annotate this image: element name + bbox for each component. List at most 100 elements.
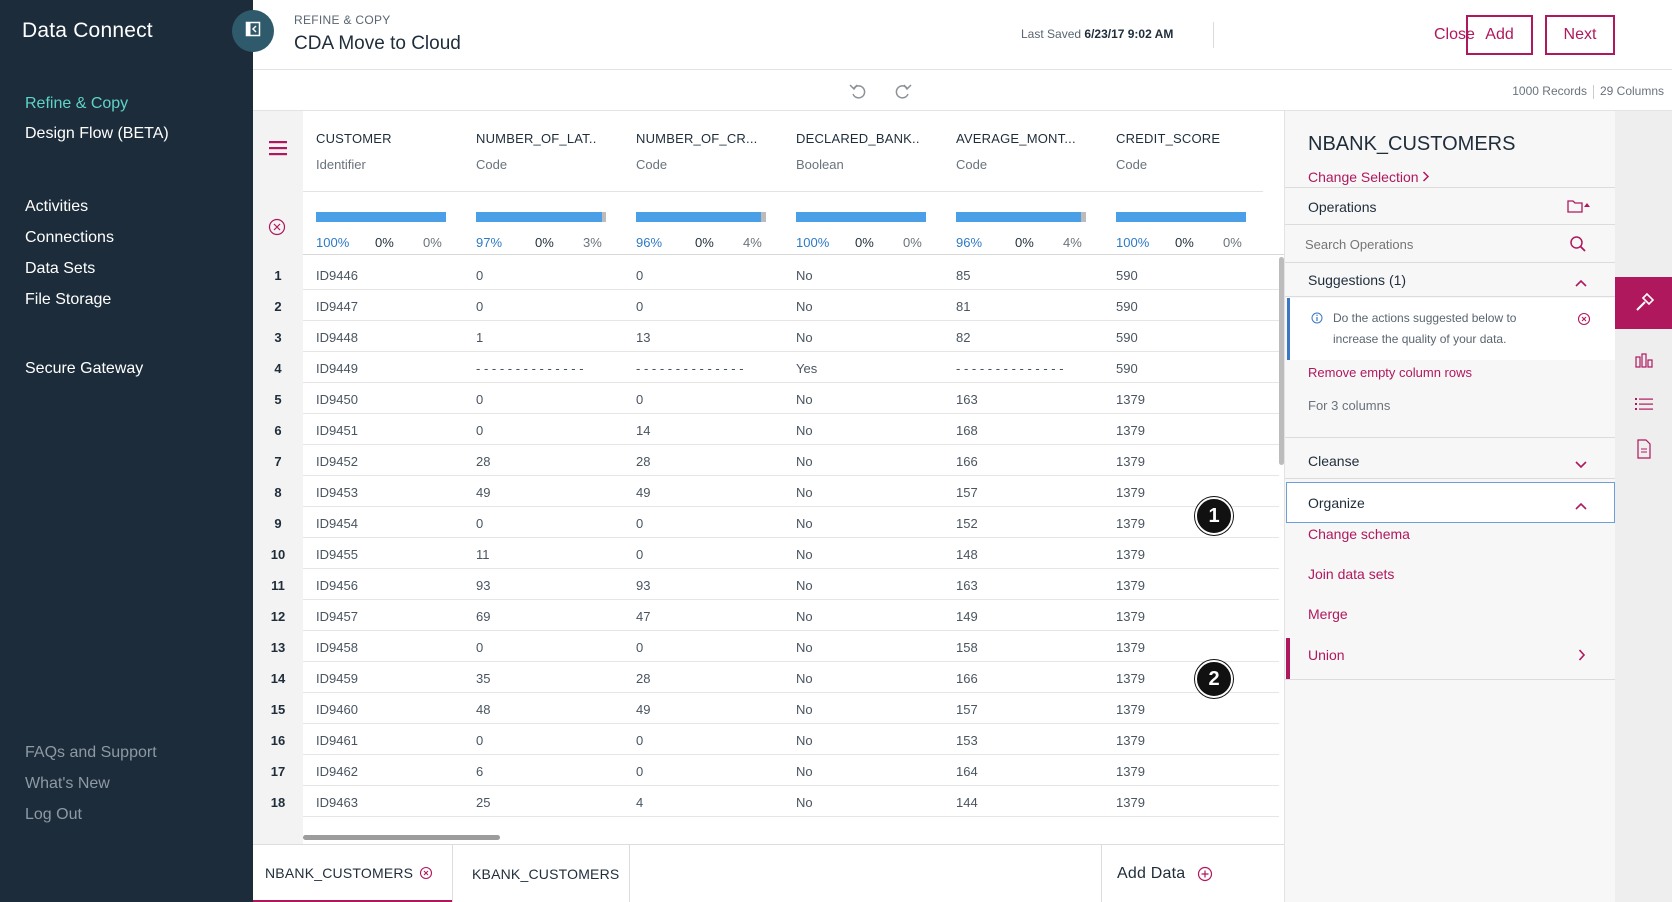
table-cell[interactable]: 0 — [636, 764, 644, 779]
tab-kbank-customers[interactable]: KBANK_CUSTOMERS — [452, 845, 629, 902]
table-cell[interactable]: - - - - - - - - - - - - - - — [476, 361, 584, 376]
table-cell[interactable]: 93 — [476, 578, 491, 593]
table-cell[interactable]: 0 — [636, 547, 644, 562]
column-header[interactable]: CUSTOMER Identifier — [303, 111, 463, 192]
merge-link[interactable]: Merge — [1308, 606, 1348, 622]
redo-icon[interactable] — [892, 80, 914, 102]
table-cell[interactable]: Yes — [796, 361, 818, 376]
next-button[interactable]: Next — [1545, 15, 1615, 55]
table-cell[interactable]: 0 — [636, 733, 644, 748]
table-cell[interactable]: ID9459 — [316, 671, 358, 686]
chevron-right-icon[interactable] — [1578, 648, 1586, 666]
table-cell[interactable]: - - - - - - - - - - - - - - — [956, 361, 1064, 376]
nav-whats-new[interactable]: What's New — [25, 775, 110, 792]
table-cell[interactable]: 13 — [636, 330, 651, 345]
table-cell[interactable]: 157 — [956, 485, 978, 500]
suggestions-header[interactable]: Suggestions (1) — [1308, 272, 1407, 288]
table-cell[interactable]: ID9460 — [316, 702, 358, 717]
table-cell[interactable]: 166 — [956, 454, 978, 469]
table-cell[interactable]: 49 — [636, 485, 651, 500]
table-cell[interactable]: 1 — [476, 330, 484, 345]
table-cell[interactable]: No — [796, 671, 813, 686]
table-cell[interactable]: 1379 — [1116, 702, 1145, 717]
hammer-icon[interactable] — [1615, 277, 1672, 329]
table-cell[interactable]: 0 — [476, 640, 484, 655]
add-button[interactable]: Add — [1466, 15, 1533, 55]
table-cell[interactable]: 14 — [636, 423, 651, 438]
table-cell[interactable]: 0 — [636, 299, 644, 314]
join-data-sets-link[interactable]: Join data sets — [1308, 566, 1395, 582]
table-cell[interactable]: ID9457 — [316, 609, 358, 624]
table-cell[interactable]: 25 — [476, 795, 491, 810]
table-cell[interactable]: 148 — [956, 547, 978, 562]
table-cell[interactable]: ID9447 — [316, 299, 358, 314]
table-cell[interactable]: No — [796, 795, 813, 810]
table-cell[interactable]: 1379 — [1116, 516, 1145, 531]
table-cell[interactable]: 158 — [956, 640, 978, 655]
table-cell[interactable]: No — [796, 330, 813, 345]
table-cell[interactable]: 590 — [1116, 299, 1138, 314]
horizontal-scrollbar[interactable] — [303, 835, 500, 840]
table-cell[interactable]: 47 — [636, 609, 651, 624]
table-cell[interactable]: 0 — [476, 733, 484, 748]
table-cell[interactable]: 0 — [636, 516, 644, 531]
undo-icon[interactable] — [847, 80, 869, 102]
nav-design-flow[interactable]: Design Flow (BETA) — [25, 125, 169, 142]
table-cell[interactable]: 157 — [956, 702, 978, 717]
nav-connections[interactable]: Connections — [25, 229, 114, 246]
table-cell[interactable]: 1379 — [1116, 795, 1145, 810]
table-cell[interactable]: ID9462 — [316, 764, 358, 779]
table-cell[interactable]: 590 — [1116, 268, 1138, 283]
table-cell[interactable]: ID9452 — [316, 454, 358, 469]
nav-file-storage[interactable]: File Storage — [25, 291, 112, 308]
table-cell[interactable]: ID9454 — [316, 516, 358, 531]
table-cell[interactable]: 28 — [636, 454, 651, 469]
table-cell[interactable]: No — [796, 640, 813, 655]
table-cell[interactable]: 28 — [476, 454, 491, 469]
close-button[interactable]: Close — [1434, 26, 1475, 43]
chevron-down-icon[interactable] — [1575, 456, 1587, 474]
search-operations-input[interactable] — [1295, 226, 1557, 262]
dismiss-hint-icon[interactable] — [1577, 312, 1591, 331]
table-cell[interactable]: ID9449 — [316, 361, 358, 376]
table-cell[interactable]: 1379 — [1116, 392, 1145, 407]
menu-icon[interactable] — [267, 139, 289, 162]
table-cell[interactable]: 0 — [636, 268, 644, 283]
table-cell[interactable]: 163 — [956, 392, 978, 407]
chart-icon[interactable] — [1633, 349, 1655, 371]
table-cell[interactable]: No — [796, 392, 813, 407]
table-cell[interactable]: ID9456 — [316, 578, 358, 593]
column-header[interactable]: DECLARED_BANK.. Boolean — [783, 111, 943, 192]
table-cell[interactable]: ID9463 — [316, 795, 358, 810]
table-cell[interactable]: No — [796, 485, 813, 500]
table-cell[interactable]: 0 — [476, 268, 484, 283]
table-cell[interactable]: ID9446 — [316, 268, 358, 283]
table-cell[interactable]: No — [796, 609, 813, 624]
table-cell[interactable]: 153 — [956, 733, 978, 748]
table-cell[interactable]: 1379 — [1116, 764, 1145, 779]
table-cell[interactable]: 0 — [476, 392, 484, 407]
table-cell[interactable]: 590 — [1116, 361, 1138, 376]
table-cell[interactable]: 82 — [956, 330, 971, 345]
table-cell[interactable]: 152 — [956, 516, 978, 531]
vertical-scrollbar[interactable] — [1279, 257, 1284, 465]
document-icon[interactable] — [1633, 438, 1655, 460]
table-cell[interactable]: 1379 — [1116, 609, 1145, 624]
table-cell[interactable]: 0 — [476, 299, 484, 314]
tab-nbank-customers[interactable]: NBANK_CUSTOMERS — [253, 845, 452, 902]
remove-empty-rows-link[interactable]: Remove empty column rows — [1308, 365, 1472, 380]
table-cell[interactable]: 0 — [636, 392, 644, 407]
chevron-up-icon[interactable] — [1575, 497, 1587, 515]
column-header[interactable]: NUMBER_OF_LAT.. Code — [463, 111, 623, 192]
table-cell[interactable]: No — [796, 454, 813, 469]
table-cell[interactable]: No — [796, 516, 813, 531]
nav-secure-gateway[interactable]: Secure Gateway — [25, 360, 144, 377]
table-cell[interactable]: 11 — [476, 547, 490, 562]
table-cell[interactable]: ID9450 — [316, 392, 358, 407]
table-cell[interactable]: 1379 — [1116, 547, 1145, 562]
table-cell[interactable]: ID9448 — [316, 330, 358, 345]
table-cell[interactable]: No — [796, 268, 813, 283]
table-cell[interactable]: No — [796, 702, 813, 717]
table-cell[interactable]: 49 — [476, 485, 491, 500]
table-cell[interactable]: 69 — [476, 609, 491, 624]
